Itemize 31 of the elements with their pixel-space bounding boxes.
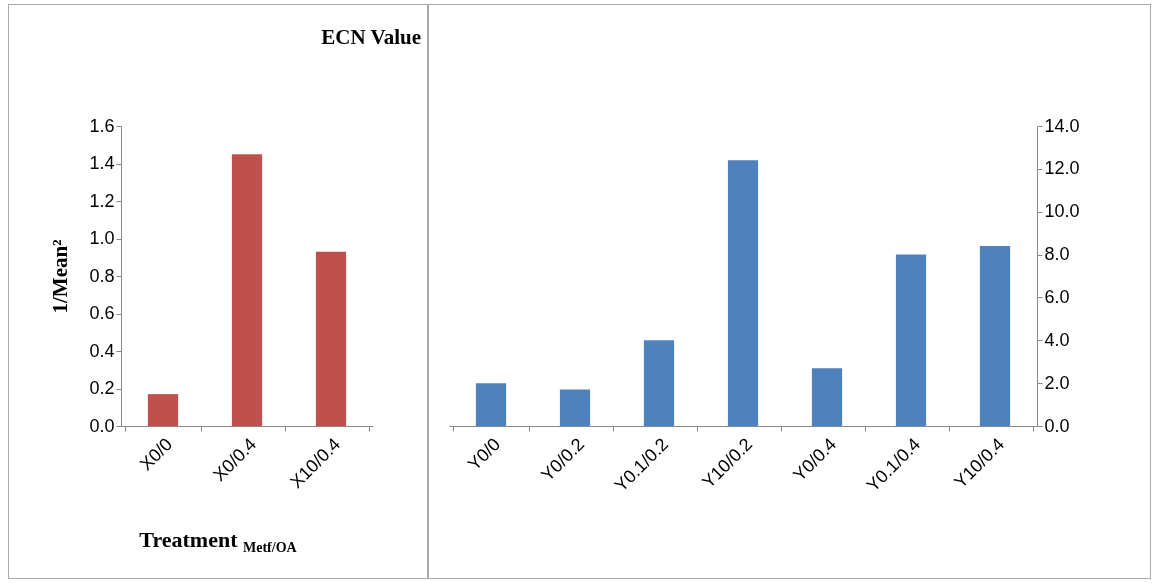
y-tick-label: 0.0 [89, 415, 115, 436]
y-tick-label: 0.8 [89, 265, 115, 286]
bar [315, 251, 347, 426]
bar [475, 383, 507, 426]
bar [811, 368, 843, 426]
y-axis-title: 1/Mean² [48, 239, 73, 314]
y-tick-label: 1.0 [89, 228, 115, 248]
y2-tick-label: 4.0 [1044, 329, 1070, 350]
y-tick-label: 1.2 [89, 190, 115, 211]
y-tick-label: 0.2 [89, 378, 115, 398]
y2-tick-label: 0.0 [1044, 415, 1070, 436]
bar [727, 160, 759, 426]
x-axis-title: Treatment $_{Metf/OA}$ [138, 526, 298, 556]
bar [895, 254, 927, 426]
x-tick-label: Y0/0 [463, 434, 505, 475]
y-tick-label: 0.6 [89, 303, 115, 323]
bar [147, 394, 179, 426]
y-tick-label: 1.4 [89, 153, 115, 173]
y-tick-label: 1.6 [89, 115, 115, 136]
y2-tick-label: 10.0 [1044, 201, 1080, 222]
y2-tick-label: 8.0 [1044, 244, 1070, 265]
y2-tick-label: 14.0 [1044, 115, 1080, 136]
y-tick-label: 0.4 [89, 340, 115, 361]
bar [979, 246, 1011, 426]
y2-tick-label: 12.0 [1044, 158, 1080, 179]
bar [231, 154, 263, 426]
y2-tick-label: 2.0 [1044, 372, 1070, 393]
chart-title: ECN Value [321, 25, 421, 50]
bar [559, 389, 591, 426]
y2-tick-label: 6.0 [1044, 286, 1070, 307]
bar [643, 340, 675, 426]
